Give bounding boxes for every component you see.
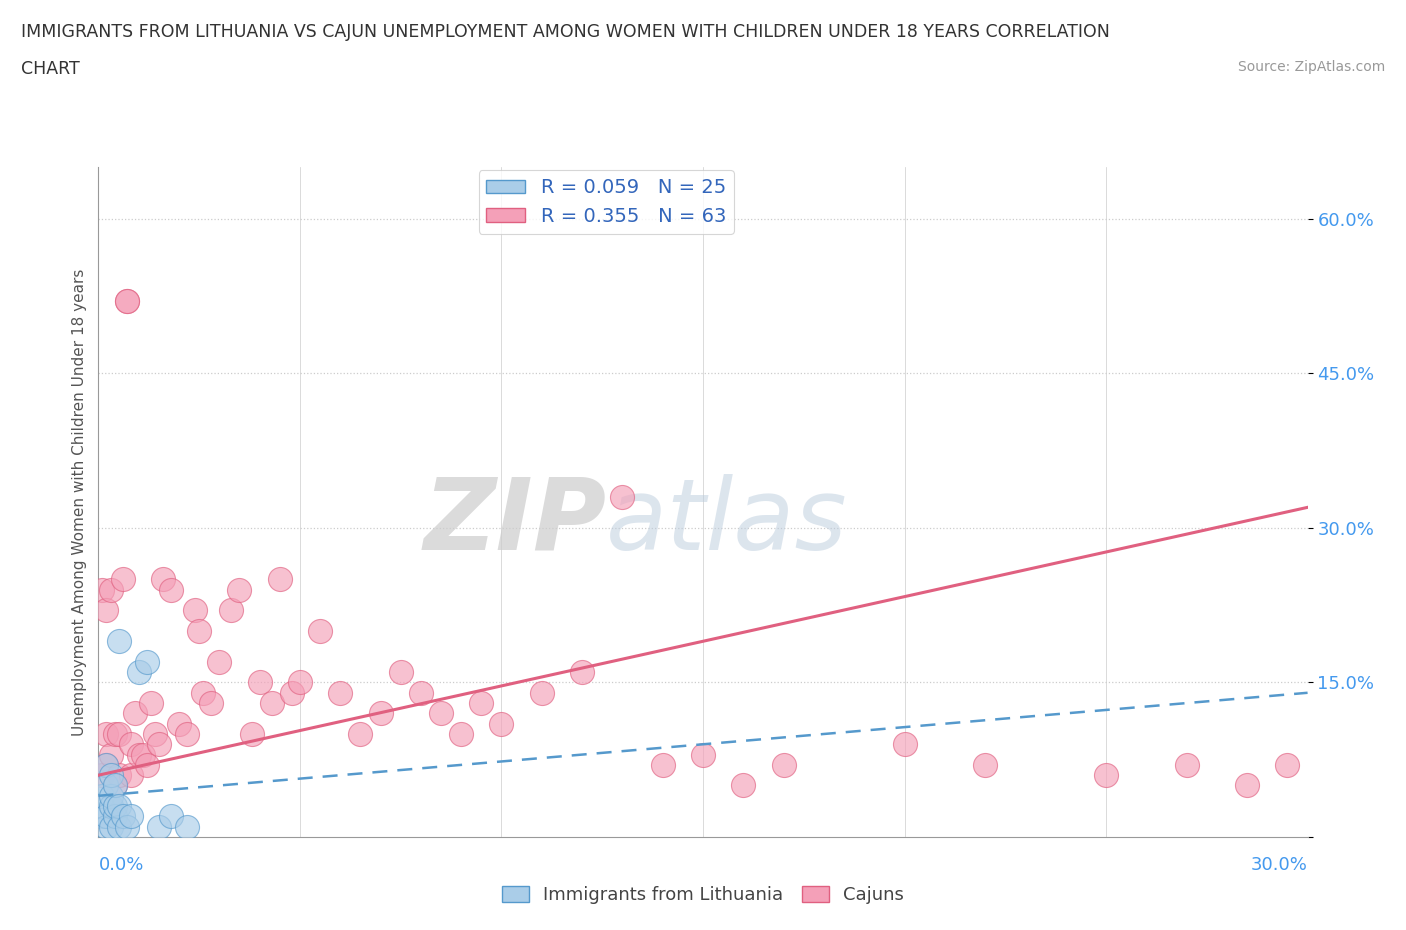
Point [103, 778, 125, 793]
Point [132, 747, 155, 762]
Legend: Immigrants from Lithuania, Cajuns: Immigrants from Lithuania, Cajuns [495, 879, 911, 911]
Point [91, 789, 114, 804]
Point [160, 582, 183, 597]
Point [91, 768, 114, 783]
Legend: R = 0.059   N = 25, R = 0.355   N = 63: R = 0.059 N = 25, R = 0.355 N = 63 [478, 170, 734, 233]
Point [1236, 778, 1258, 793]
Point [148, 737, 170, 751]
Point [103, 809, 125, 824]
Point [135, 655, 157, 670]
Point [193, 685, 215, 700]
Point [160, 809, 183, 824]
Text: ZIP: ZIP [423, 473, 606, 571]
Point [1277, 757, 1299, 772]
Point [120, 809, 142, 824]
Point [107, 634, 129, 649]
Point [96, 819, 118, 834]
Point [148, 819, 170, 834]
Point [111, 809, 134, 824]
Point [269, 572, 291, 587]
Point [692, 747, 714, 762]
Point [120, 737, 142, 751]
Point [91, 799, 114, 814]
Point [100, 747, 122, 762]
Point [103, 799, 125, 814]
Point [370, 706, 392, 721]
Point [167, 716, 190, 731]
Text: 0.0%: 0.0% [98, 856, 143, 873]
Y-axis label: Unemployment Among Women with Children Under 18 years: Unemployment Among Women with Children U… [72, 269, 87, 736]
Point [240, 726, 263, 741]
Point [100, 819, 122, 834]
Point [143, 726, 166, 741]
Point [893, 737, 915, 751]
Text: CHART: CHART [21, 60, 80, 78]
Point [91, 582, 114, 597]
Text: Source: ZipAtlas.com: Source: ZipAtlas.com [1237, 60, 1385, 74]
Point [329, 685, 352, 700]
Point [103, 726, 125, 741]
Point [470, 696, 492, 711]
Point [530, 685, 553, 700]
Point [1095, 768, 1118, 783]
Point [107, 726, 129, 741]
Point [91, 809, 114, 824]
Point [349, 726, 371, 741]
Point [115, 819, 138, 834]
Point [103, 778, 125, 793]
Point [111, 572, 134, 587]
Point [100, 582, 122, 597]
Point [188, 623, 211, 638]
Point [107, 768, 129, 783]
Point [221, 603, 243, 618]
Point [651, 757, 673, 772]
Point [1175, 757, 1198, 772]
Point [571, 665, 593, 680]
Point [450, 726, 472, 741]
Point [200, 696, 222, 711]
Point [208, 655, 231, 670]
Point [115, 294, 138, 309]
Point [409, 685, 432, 700]
Point [100, 789, 122, 804]
Point [772, 757, 794, 772]
Point [176, 726, 198, 741]
Point [491, 716, 513, 731]
Point [124, 706, 146, 721]
Text: IMMIGRANTS FROM LITHUANIA VS CAJUN UNEMPLOYMENT AMONG WOMEN WITH CHILDREN UNDER : IMMIGRANTS FROM LITHUANIA VS CAJUN UNEMP… [21, 23, 1109, 41]
Point [96, 757, 118, 772]
Point [96, 603, 118, 618]
Text: 30.0%: 30.0% [1251, 856, 1308, 873]
Point [249, 675, 271, 690]
Point [389, 665, 412, 680]
Point [100, 768, 122, 783]
Point [184, 603, 207, 618]
Point [974, 757, 997, 772]
Point [139, 696, 162, 711]
Point [107, 819, 129, 834]
Text: atlas: atlas [606, 473, 848, 571]
Point [281, 685, 304, 700]
Point [96, 757, 118, 772]
Point [96, 778, 118, 793]
Point [96, 726, 118, 741]
Point [260, 696, 283, 711]
Point [733, 778, 755, 793]
Point [100, 799, 122, 814]
Point [152, 572, 174, 587]
Point [288, 675, 311, 690]
Point [107, 799, 129, 814]
Point [176, 819, 198, 834]
Point [430, 706, 453, 721]
Point [96, 809, 118, 824]
Point [115, 294, 138, 309]
Point [612, 489, 634, 504]
Point [120, 768, 142, 783]
Point [128, 747, 150, 762]
Point [128, 665, 150, 680]
Point [228, 582, 250, 597]
Point [135, 757, 157, 772]
Point [309, 623, 332, 638]
